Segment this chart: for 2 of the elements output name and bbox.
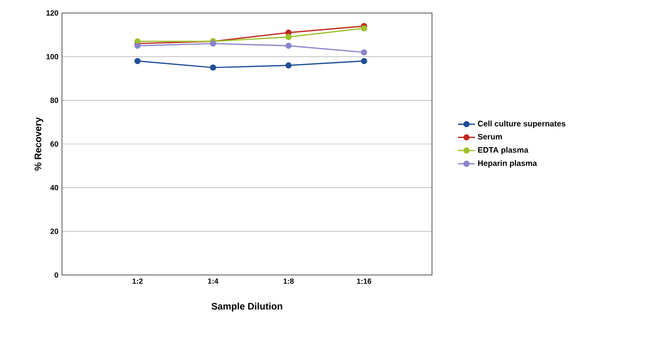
y-axis-title: % Recovery — [34, 117, 44, 171]
x-axis-title: Sample Dilution — [212, 302, 282, 312]
